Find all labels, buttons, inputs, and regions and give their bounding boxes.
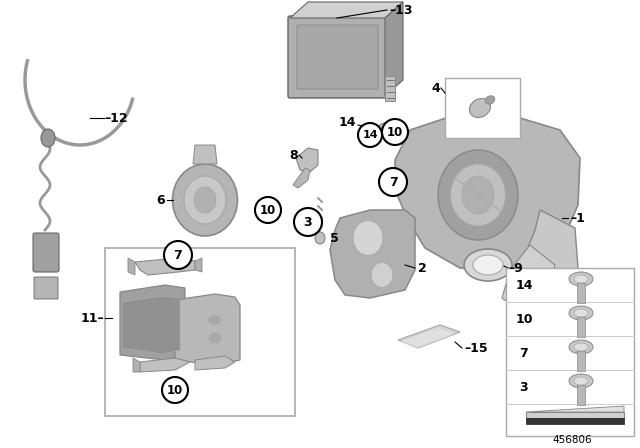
Ellipse shape [574,377,588,385]
Text: –9: –9 [508,262,523,275]
Text: –15: –15 [464,341,488,354]
Text: 5: 5 [330,232,339,245]
Text: 11–: 11– [81,311,104,324]
Text: 456806: 456806 [552,435,592,445]
Text: 7: 7 [388,176,397,189]
Polygon shape [133,358,140,372]
Text: –12: –12 [104,112,127,125]
Ellipse shape [438,150,518,240]
Polygon shape [195,258,202,272]
Ellipse shape [569,340,593,354]
Ellipse shape [574,343,588,351]
Polygon shape [175,294,240,365]
Polygon shape [400,328,455,348]
Text: 7: 7 [173,249,182,262]
Bar [445,78,520,138]
Text: 14: 14 [515,279,532,292]
Polygon shape [385,76,395,101]
Polygon shape [128,258,135,275]
Ellipse shape [473,255,503,275]
Polygon shape [526,406,624,412]
Bar [526,418,624,424]
Polygon shape [122,296,180,354]
Ellipse shape [574,275,588,283]
Polygon shape [193,145,217,164]
Text: 10: 10 [260,203,276,216]
Bar [577,283,585,303]
Bar [577,351,585,371]
Ellipse shape [315,232,325,244]
Polygon shape [330,210,415,298]
FancyBboxPatch shape [33,233,59,272]
Ellipse shape [381,126,389,134]
Text: –1: –1 [570,211,585,224]
Text: 10: 10 [167,383,183,396]
Text: 10: 10 [515,313,532,326]
Ellipse shape [41,129,55,147]
Text: 10: 10 [387,125,403,138]
Ellipse shape [371,263,393,288]
Circle shape [162,377,188,403]
Bar [577,317,585,337]
Circle shape [358,123,382,147]
Ellipse shape [569,272,593,286]
Ellipse shape [574,309,588,317]
Text: 2: 2 [418,262,427,275]
Polygon shape [395,115,580,272]
Bar [577,385,585,405]
Circle shape [294,208,322,236]
Polygon shape [195,356,235,370]
Ellipse shape [194,187,216,213]
Polygon shape [290,2,403,18]
Ellipse shape [378,123,392,137]
Ellipse shape [462,176,494,214]
Text: –13: –13 [389,4,413,17]
Ellipse shape [353,220,383,255]
Polygon shape [508,210,578,298]
Text: 14: 14 [362,130,378,140]
Ellipse shape [470,99,490,117]
Polygon shape [296,148,318,172]
Ellipse shape [569,306,593,320]
FancyBboxPatch shape [34,277,58,299]
Ellipse shape [464,249,512,281]
Text: 14: 14 [339,116,356,129]
Text: 3: 3 [304,215,312,228]
Circle shape [164,241,192,269]
Circle shape [255,197,281,223]
Bar [105,248,295,416]
Polygon shape [135,258,195,275]
Ellipse shape [485,96,495,104]
FancyBboxPatch shape [288,16,387,98]
Bar [506,268,634,436]
Text: 7: 7 [520,346,529,359]
Text: 6: 6 [156,194,165,207]
Polygon shape [120,285,185,360]
Polygon shape [502,245,555,310]
Ellipse shape [569,374,593,388]
Ellipse shape [451,164,506,226]
FancyBboxPatch shape [297,25,378,89]
Text: 4: 4 [431,82,440,95]
Polygon shape [398,325,460,348]
Text: 8: 8 [289,148,298,161]
Polygon shape [140,358,190,372]
Ellipse shape [173,164,237,236]
Ellipse shape [209,315,221,325]
Polygon shape [526,412,624,418]
Circle shape [379,168,407,196]
Circle shape [382,119,408,145]
Ellipse shape [209,333,221,343]
Text: 3: 3 [520,380,528,393]
Ellipse shape [184,176,226,224]
Polygon shape [293,168,310,188]
Polygon shape [385,2,403,96]
